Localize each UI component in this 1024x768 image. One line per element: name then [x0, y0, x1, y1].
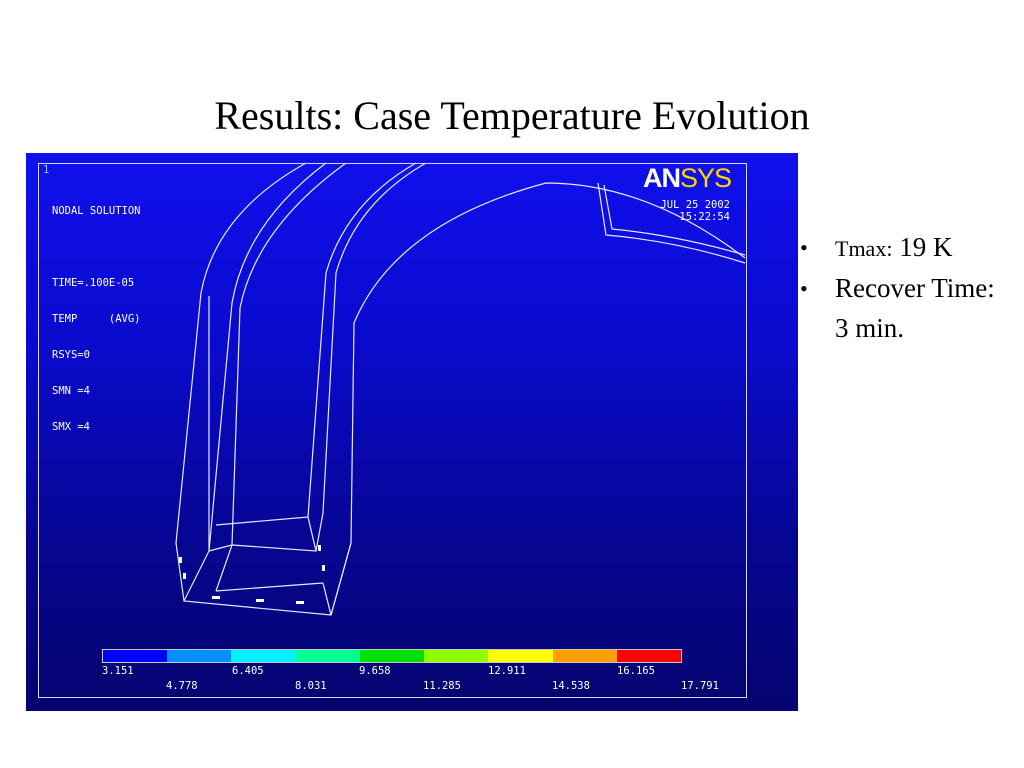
bullet-label: Recover Time:: [835, 273, 995, 303]
bullet-recover-time: • Recover Time:: [800, 273, 1024, 304]
legend-color-segment: [616, 650, 681, 662]
legend-top-label: 6.405: [232, 665, 264, 677]
legend-bottom-label: 14.538: [552, 680, 590, 692]
legend-top-label: 9.658: [359, 665, 391, 677]
info-line: TEMP (AVG): [52, 313, 141, 325]
legend-color-segment: [103, 650, 168, 662]
plot-date: JUL 25 2002: [660, 199, 730, 211]
legend-color-segment: [488, 650, 553, 662]
info-line: SMN =4: [52, 385, 90, 397]
legend-color-segment: [295, 650, 360, 662]
contour-legend-bar: [102, 649, 682, 663]
info-line: NODAL SOLUTION: [52, 205, 141, 217]
window-number: 1: [43, 164, 50, 176]
logo-sys: SYS: [680, 163, 732, 193]
legend-color-segment: [167, 650, 232, 662]
logo-an: AN: [643, 163, 681, 193]
info-line: RSYS=0: [52, 349, 90, 361]
case-geometry: [175, 162, 746, 616]
legend-color-segment: [424, 650, 489, 662]
slide-title: Results: Case Temperature Evolution: [214, 93, 810, 138]
bullet-value: 19 K: [899, 232, 953, 262]
legend-bottom-label: 8.031: [295, 680, 327, 692]
bullet-label: Tmax:: [835, 236, 893, 261]
bullet-dot: •: [800, 276, 808, 301]
nodal-solution-info: NODAL SOLUTION TIME=.100E-05 TEMP (AVG) …: [52, 181, 141, 457]
legend-top-label: 16.165: [617, 665, 655, 677]
plot-time: 15:22:54: [679, 211, 730, 223]
legend-top-label: 3.151: [102, 665, 134, 677]
legend-top-label: 12.911: [488, 665, 526, 677]
bullet-sub-value: 3 min.: [835, 313, 905, 343]
plot-frame: [38, 163, 747, 698]
legend-bottom-label: 17.791: [681, 680, 719, 692]
legend-color-segment: [552, 650, 617, 662]
legend-bottom-label: 4.778: [166, 680, 198, 692]
info-line: [52, 241, 141, 253]
legend-color-segment: [231, 650, 296, 662]
bullet-tmax: • Tmax: 19 K: [800, 232, 1024, 264]
ansys-logo: ANSYS: [643, 163, 732, 194]
legend-bottom-label: 11.285: [423, 680, 461, 692]
info-line: TIME=.100E-05: [52, 277, 135, 289]
bullet-dot: •: [800, 235, 808, 260]
legend-color-segment: [359, 650, 425, 662]
bullet-list: • Tmax: 19 K • Recover Time: 3 min.: [800, 232, 1024, 344]
ansys-result-plot: 1 NODAL SOLUTION TIME=.100E-05 TEMP (AVG…: [26, 153, 798, 711]
info-line: SMX =4: [52, 421, 90, 433]
